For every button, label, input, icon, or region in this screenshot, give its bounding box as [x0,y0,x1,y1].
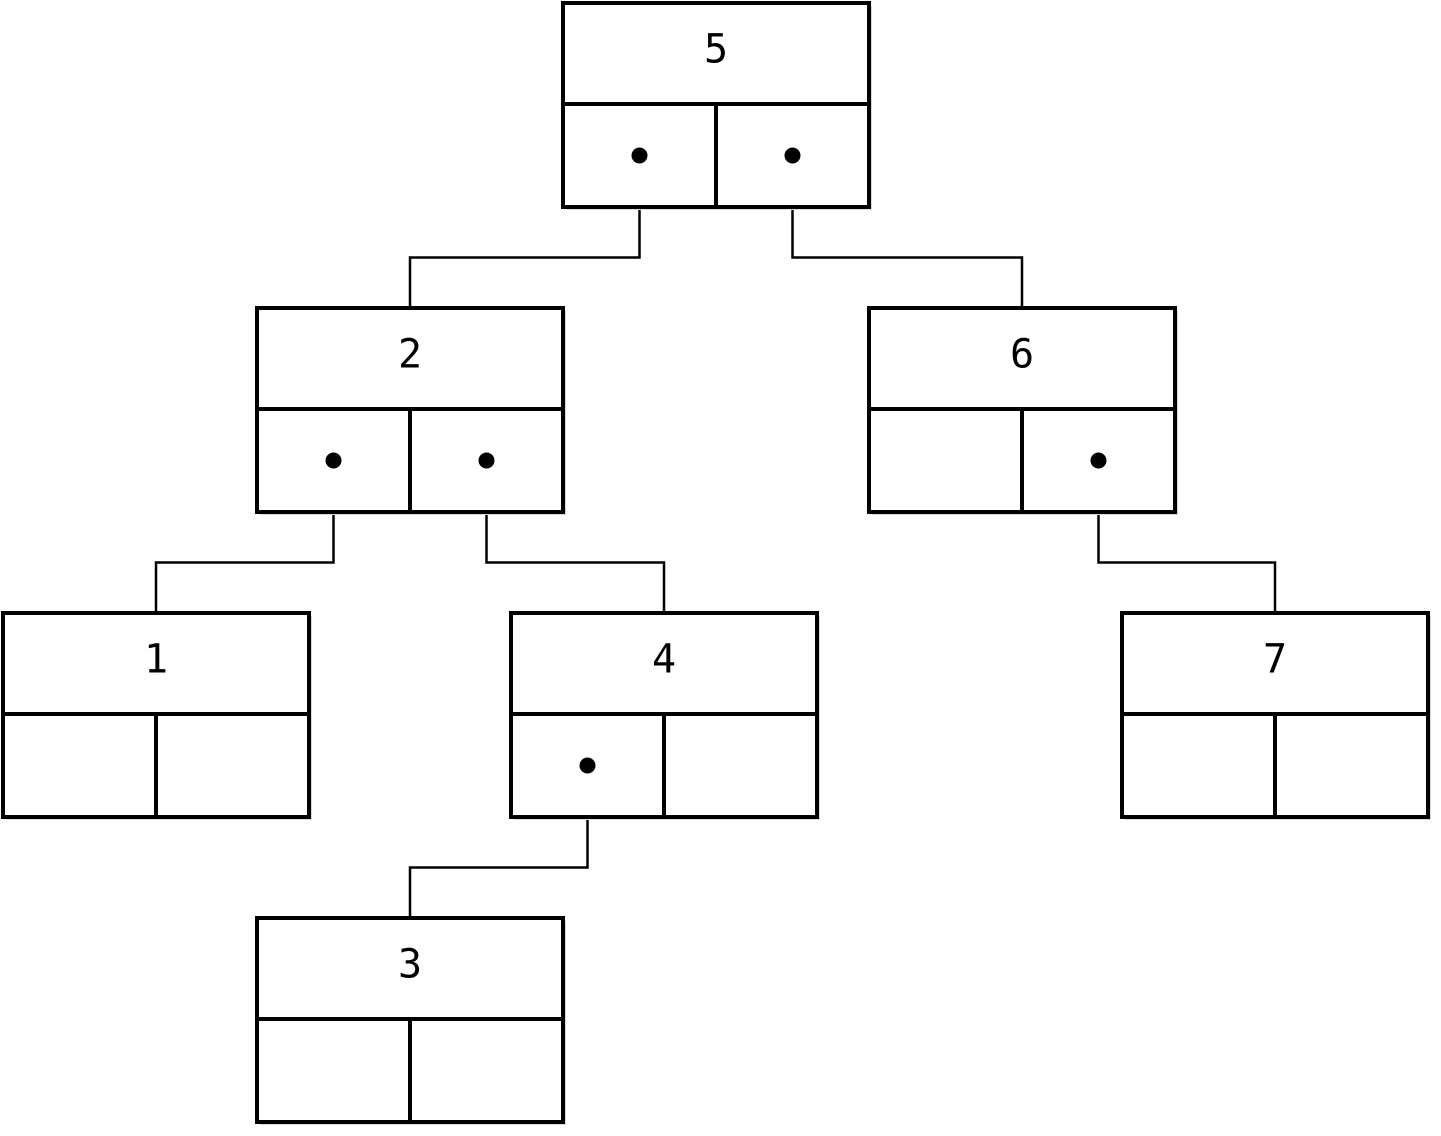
tree-node-2: 2 [255,306,566,515]
left-pointer-dot [579,757,596,774]
node-value-label: 6 [1010,332,1034,378]
node-value-label: 7 [1263,637,1287,683]
node-value-label: 5 [704,27,728,73]
left-pointer-dot [631,147,648,164]
tree-node-6: 6 [867,306,1178,515]
tree-node-5: 5 [561,1,872,210]
tree-node-4: 4 [509,611,820,820]
tree-node-7: 7 [1120,611,1431,820]
tree-node-1: 1 [1,611,312,820]
left-pointer-dot [325,452,342,469]
node-value-label: 2 [398,332,422,378]
right-pointer-dot [1090,452,1107,469]
node-value-label: 1 [144,637,168,683]
node-value-label: 4 [652,637,676,683]
node-value-label: 3 [398,942,422,988]
tree-node-3: 3 [255,916,566,1125]
right-pointer-dot [784,147,801,164]
right-pointer-dot [478,452,495,469]
